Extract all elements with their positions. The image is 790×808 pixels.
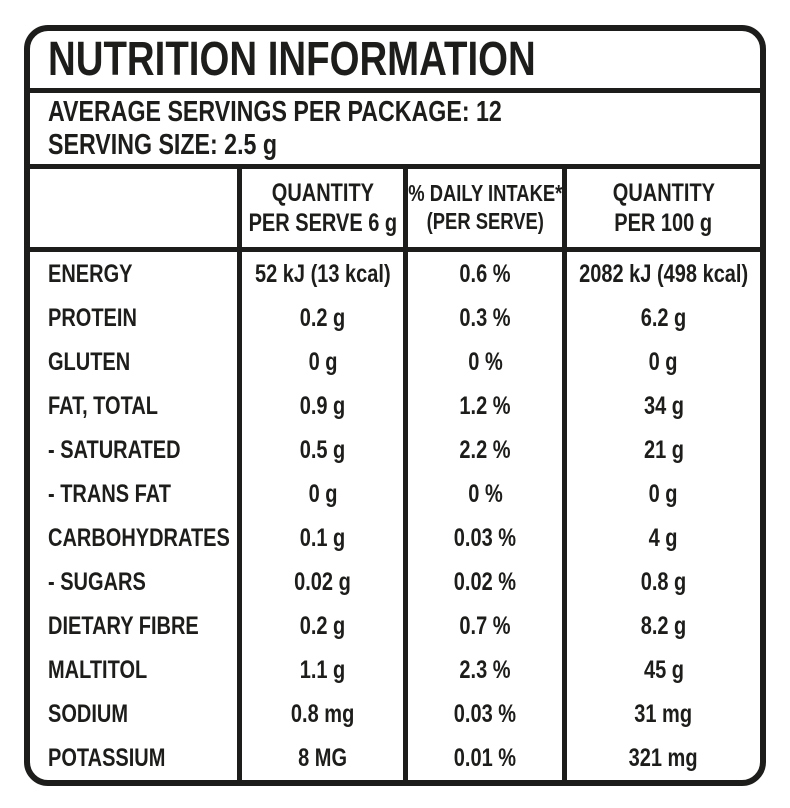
servings-section: AVERAGE SERVINGS PER PACKAGE: 12 SERVING… [30, 93, 760, 169]
value-daily-intake: 0.6 % [403, 252, 562, 296]
nutrient-label: - SATURATED [48, 435, 181, 464]
header-daily-intake: % DAILY INTAKE* (PER SERVE) [403, 169, 562, 247]
value-per-serve: 0.2 g [237, 296, 403, 340]
value-per-100g: 31 mg [562, 692, 760, 736]
nutrient-label: DIETARY FIBRE [48, 611, 199, 640]
value-per-100g: 0 g [562, 340, 760, 384]
nutrient-label: GLUTEN [48, 347, 131, 376]
header-quantity-per-100g: QUANTITY PER 100 g [562, 169, 760, 247]
value-per-100g: 0 g [562, 472, 760, 516]
value-daily-intake: 0.03 % [403, 692, 562, 736]
value-daily-intake: 1.2 % [403, 384, 562, 428]
value-per-100g: 45 g [562, 648, 760, 692]
value-daily-intake: 0.7 % [403, 604, 562, 648]
value-per-serve: 0.1 g [237, 516, 403, 560]
nutrient-label: CARBOHYDRATES [48, 523, 230, 552]
page-title: NUTRITION INFORMATION [48, 32, 536, 86]
value-per-serve: 0.8 mg [237, 692, 403, 736]
serving-size: SERVING SIZE: 2.5 g [48, 128, 278, 161]
header-cell-empty [30, 169, 237, 247]
nutrient-label: SODIUM [48, 699, 128, 728]
value-daily-intake: 0 % [403, 472, 562, 516]
value-per-serve: 52 kJ (13 kcal) [237, 252, 403, 296]
value-daily-intake: 0.03 % [403, 516, 562, 560]
value-per-serve: 0 g [237, 472, 403, 516]
value-per-serve: 0.9 g [237, 384, 403, 428]
nutrient-label: - SUGARS [48, 567, 146, 596]
value-daily-intake: 0 % [403, 340, 562, 384]
header-quantity-per-serve: QUANTITY PER SERVE 6 g [237, 169, 403, 247]
value-per-serve: 0 g [237, 340, 403, 384]
title-section: NUTRITION INFORMATION [30, 31, 760, 93]
value-per-100g: 321 mg [562, 736, 760, 780]
value-daily-intake: 0.02 % [403, 560, 562, 604]
value-per-100g: 8.2 g [562, 604, 760, 648]
value-daily-intake: 2.3 % [403, 648, 562, 692]
value-per-serve: 8 MG [237, 736, 403, 780]
nutrient-label: ENERGY [48, 259, 133, 288]
nutrient-label: - TRANS FAT [48, 479, 171, 508]
value-per-serve: 1.1 g [237, 648, 403, 692]
value-per-100g: 34 g [562, 384, 760, 428]
value-per-100g: 2082 kJ (498 kcal) [562, 252, 760, 296]
nutrition-label: NUTRITION INFORMATION AVERAGE SERVINGS P… [24, 25, 766, 786]
value-per-100g: 6.2 g [562, 296, 760, 340]
nutrient-label: PROTEIN [48, 303, 137, 332]
value-daily-intake: 0.3 % [403, 296, 562, 340]
value-per-serve: 0.2 g [237, 604, 403, 648]
value-per-serve: 0.02 g [237, 560, 403, 604]
servings-per-package: AVERAGE SERVINGS PER PACKAGE: 12 [48, 95, 502, 128]
nutrient-label: FAT, TOTAL [48, 391, 158, 420]
value-per-serve: 0.5 g [237, 428, 403, 472]
value-daily-intake: 2.2 % [403, 428, 562, 472]
value-per-100g: 4 g [562, 516, 760, 560]
nutrient-label: POTASSIUM [48, 743, 166, 772]
nutrient-label: MALTITOL [48, 655, 148, 684]
table-header-row: QUANTITY PER SERVE 6 g % DAILY INTAKE* (… [30, 169, 760, 252]
value-daily-intake: 0.01 % [403, 736, 562, 780]
value-per-100g: 21 g [562, 428, 760, 472]
value-per-100g: 0.8 g [562, 560, 760, 604]
table-body: ENERGY 52 kJ (13 kcal) 0.6 % 2082 kJ (498 k… [30, 252, 760, 780]
